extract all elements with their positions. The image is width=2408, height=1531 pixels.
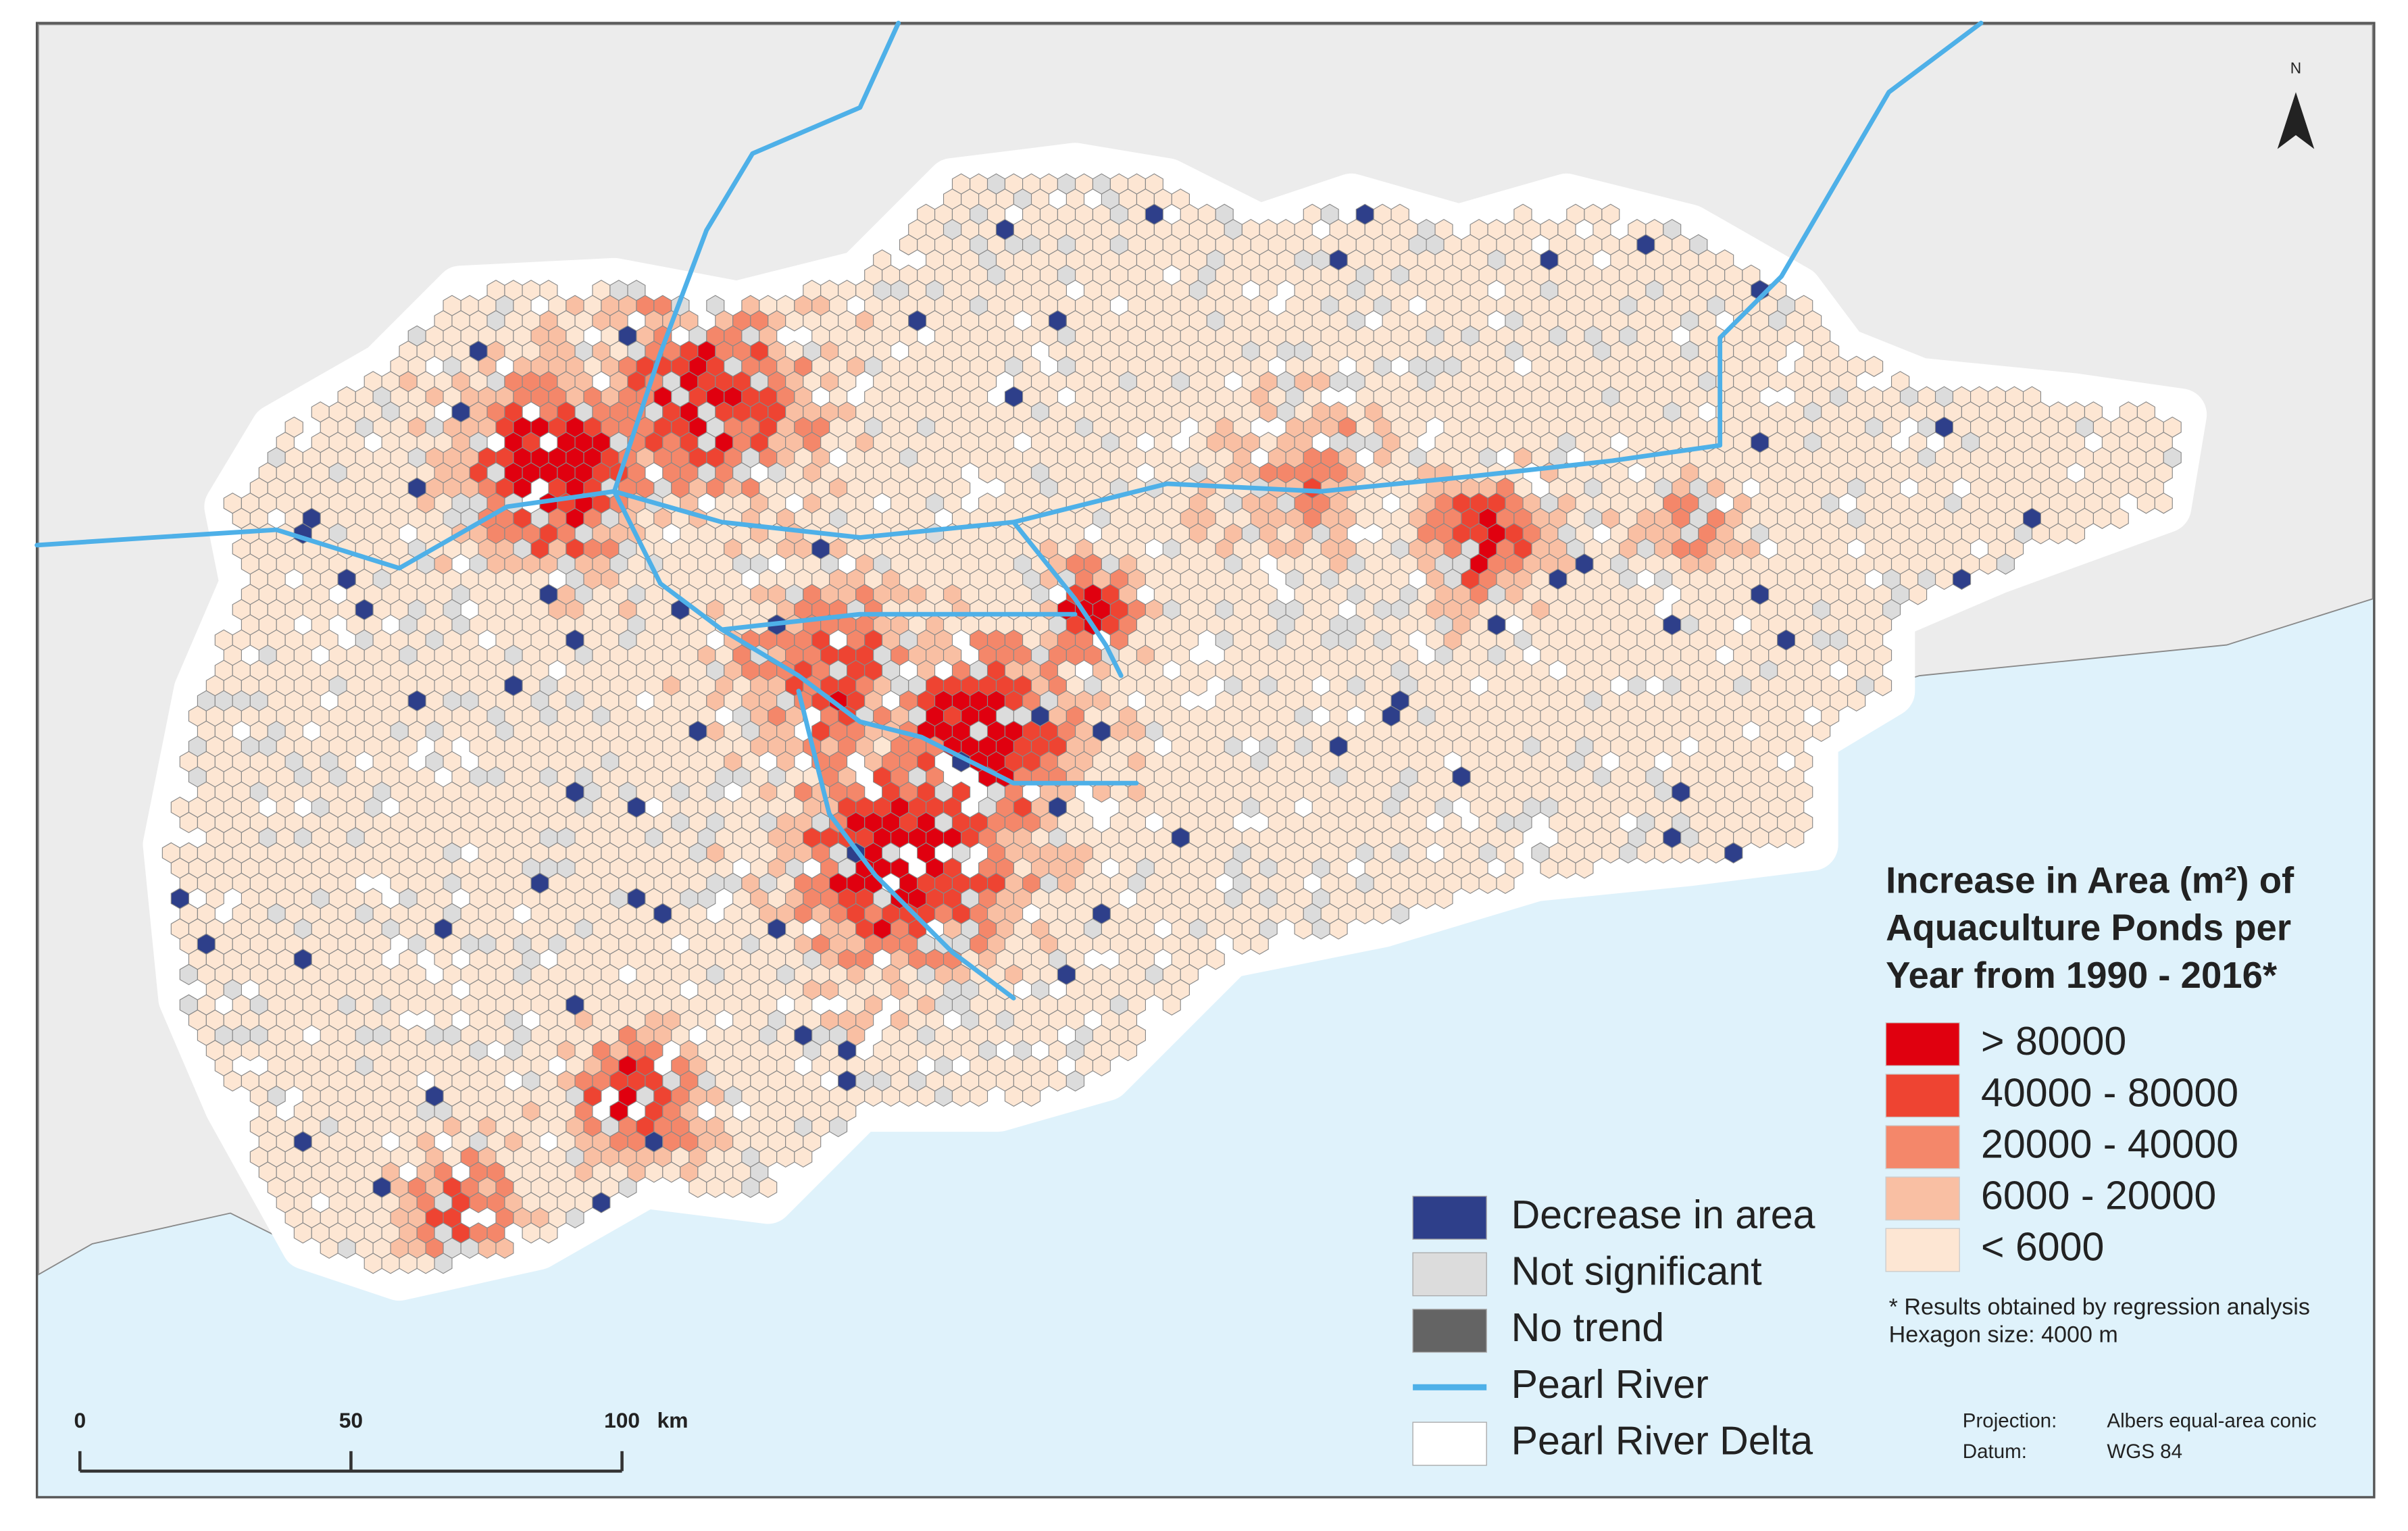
legend-swatch xyxy=(1885,1074,1960,1118)
legend-swatch xyxy=(1412,1195,1487,1240)
scale-unit: km xyxy=(657,1408,688,1432)
legend-note: Hexagon size: 4000 m xyxy=(1889,1322,2118,1347)
legend-label: Pearl River xyxy=(1511,1362,1709,1407)
legend-swatch xyxy=(1885,1125,1960,1170)
legend-swatch xyxy=(1412,1422,1487,1466)
scale-label: 100 xyxy=(604,1408,640,1432)
scale-label: 50 xyxy=(339,1408,363,1432)
legend-label: 20000 - 40000 xyxy=(1981,1122,2238,1166)
legend-swatch xyxy=(1885,1228,1960,1272)
meta-value: WGS 84 xyxy=(2107,1440,2182,1463)
legend-label: Decrease in area xyxy=(1511,1193,1815,1237)
legend-title: Year from 1990 - 2016* xyxy=(1886,955,2278,996)
legend-label: < 6000 xyxy=(1981,1225,2104,1270)
legend-note: * Results obtained by regression analysi… xyxy=(1889,1294,2310,1320)
scale-label: 0 xyxy=(74,1408,86,1432)
legend-swatch xyxy=(1885,1176,1960,1221)
legend-title: Increase in Area (m²) of xyxy=(1886,859,2294,901)
legend-swatch xyxy=(1412,1309,1487,1353)
legend-swatch xyxy=(1885,1022,1960,1067)
meta-label: Projection: xyxy=(1963,1409,2057,1432)
legend-label: > 80000 xyxy=(1981,1019,2126,1063)
meta-value: Albers equal-area conic xyxy=(2107,1409,2316,1432)
north-label: N xyxy=(2290,59,2301,76)
meta-label: Datum: xyxy=(1963,1440,2027,1463)
legend-label: 6000 - 20000 xyxy=(1981,1174,2216,1218)
legend-label: Pearl River Delta xyxy=(1511,1419,1813,1463)
legend-swatch xyxy=(1412,1252,1487,1297)
legend-title: Aquaculture Ponds per xyxy=(1886,907,2291,949)
legend-label: 40000 - 80000 xyxy=(1981,1070,2238,1115)
legend-label: No trend xyxy=(1511,1305,1665,1350)
legend-label: Not significant xyxy=(1511,1249,1762,1294)
